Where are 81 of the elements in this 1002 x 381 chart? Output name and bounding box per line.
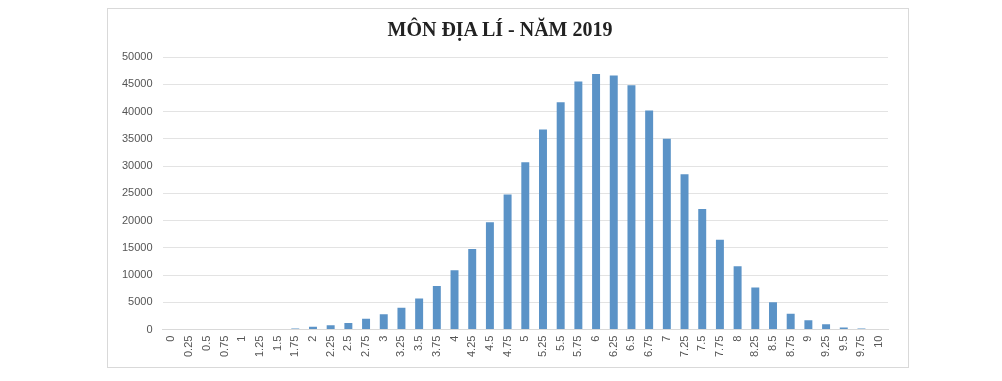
x-tick-label: 1.75 [288,335,301,358]
x-tick-label: 0.75 [217,335,230,358]
x-tick-label: 8.5 [766,335,779,351]
x-tick-label: 5.5 [553,335,566,351]
x-tick-label: 5.25 [536,335,549,358]
x-tick-label: 5.75 [571,335,584,358]
bar [450,270,459,330]
bar [680,174,689,330]
bar [786,313,795,330]
x-tick-label: 8.25 [748,335,761,358]
bar [432,285,441,330]
x-tick-label: 6 [589,335,602,342]
x-tick-label: 7.75 [712,335,725,358]
bar [574,81,583,330]
y-tick-label: 50000 [121,50,153,63]
bar [485,222,494,330]
bar [769,302,777,330]
x-tick-label: 4.75 [500,335,513,358]
bar [715,239,724,330]
bar [503,194,512,330]
x-tick-label: 9.75 [854,335,867,358]
x-tick-label: 7 [659,335,672,342]
y-tick-label: 45000 [121,77,153,90]
x-tick-label: 2 [306,335,319,342]
bar [609,75,618,330]
bar [698,209,707,330]
x-tick-label: 9.5 [836,335,849,351]
x-tick-label: 6.5 [624,335,637,351]
y-tick-label: 5000 [128,295,153,308]
x-tick-label: 7.5 [695,335,708,351]
bar [556,102,565,330]
bar [822,324,831,330]
y-tick-label: 25000 [121,186,153,199]
x-tick-label: 3.5 [412,335,425,351]
x-tick-label: 6.25 [606,335,619,358]
bar [468,248,477,330]
x-tick-label: 7.25 [677,335,690,358]
x-tick-label: 4 [447,335,460,342]
x-tick-label: 4.25 [465,335,478,358]
bar [379,314,388,330]
x-tick-label: 1.25 [252,335,265,358]
bar [415,298,424,330]
x-tick-label: 1 [235,335,248,342]
bar [521,162,530,330]
x-tick-label: 0 [164,335,177,342]
x-tick-label: 3.25 [394,335,407,358]
x-tick-label: 8 [730,335,743,342]
bar [344,323,353,330]
chart-title: MÔN ĐỊA LÍ - NĂM 2019 [387,17,613,42]
x-tick-label: 8.75 [783,335,796,358]
y-tick-label: 10000 [121,268,153,281]
bar [804,320,813,330]
x-tick-label: 4.5 [482,335,495,351]
bar [645,110,654,330]
x-tick-label: 2.75 [359,335,372,358]
x-tick-label: 10 [872,335,885,348]
x-tick-label: 1.5 [270,335,283,351]
bar [733,266,742,330]
x-tick-label: 3 [376,335,389,342]
x-tick-label: 2.25 [323,335,336,358]
x-tick-label: 9.25 [819,335,832,358]
bar [751,287,760,330]
x-tick-label: 5 [518,335,531,342]
x-tick-label: 6.75 [642,335,655,358]
bar [362,318,371,330]
x-tick-label: 0.5 [199,335,212,351]
bar [539,129,547,330]
y-tick-label: 35000 [121,131,153,144]
y-tick-label: 30000 [121,159,153,172]
x-tick-label: 2.5 [341,335,354,351]
y-tick-label: 20000 [121,213,153,226]
bar [326,325,335,330]
y-tick-label: 15000 [121,240,153,253]
bar [662,138,671,330]
x-tick-label: 0.25 [182,335,195,358]
bar [397,307,406,330]
x-tick-label: 9 [801,335,814,342]
bar [627,85,636,330]
y-tick-label: 40000 [121,104,153,117]
x-tick-label: 3.75 [429,335,442,358]
bar [592,73,601,330]
